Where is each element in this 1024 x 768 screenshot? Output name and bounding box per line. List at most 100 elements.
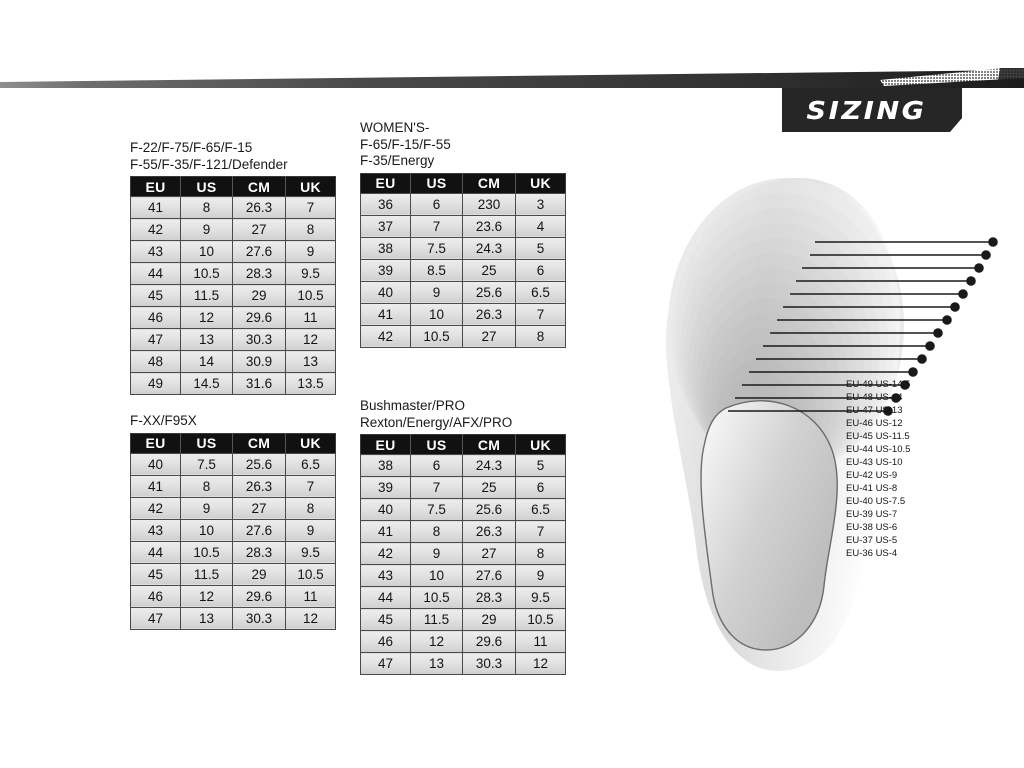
cell-uk: 9.5 bbox=[285, 262, 336, 285]
cell-uk: 5 bbox=[515, 454, 566, 477]
cell-uk: 6.5 bbox=[515, 498, 566, 521]
table-row: 41 8 26.3 7 bbox=[130, 196, 336, 219]
cell-eu: 45 bbox=[130, 284, 181, 307]
cell-eu: 42 bbox=[360, 324, 411, 348]
table-row: 43 10 27.6 9 bbox=[130, 240, 336, 263]
cell-uk: 12 bbox=[285, 606, 336, 630]
table-row: 41 8 26.3 7 bbox=[130, 474, 336, 498]
cell-cm: 29.6 bbox=[232, 584, 286, 608]
table-row: 38 7.5 24.3 5 bbox=[360, 236, 566, 260]
cell-uk: 11 bbox=[515, 630, 566, 653]
insole-diagram: EU-49 US-14.5 EU-48 US-14 EU-47 US-13 EU… bbox=[600, 150, 1024, 690]
cell-us: 9 bbox=[180, 496, 233, 520]
cell-eu: 42 bbox=[130, 496, 181, 520]
cell-uk: 7 bbox=[515, 520, 566, 543]
cell-us: 14.5 bbox=[180, 372, 233, 395]
table-body-bushmaster: 38 6 24.3 5 39 7 25 6 40 7.5 25.6 6.5 41 8 26.3 7 42 9 27 8… bbox=[360, 454, 566, 675]
sizing-banner-label: SIZING bbox=[806, 95, 927, 125]
table-row: 46 12 29.6 11 bbox=[360, 630, 566, 653]
cell-uk: 8 bbox=[515, 324, 566, 348]
cell-cm: 26.3 bbox=[462, 520, 516, 543]
table-title-fxx: F-XX/F95X bbox=[130, 413, 197, 428]
cell-us: 10 bbox=[180, 518, 233, 542]
cell-cm: 25 bbox=[462, 476, 516, 499]
cell-us: 7 bbox=[410, 476, 463, 499]
cell-uk: 10.5 bbox=[285, 562, 336, 586]
table-row: 36 6 230 3 bbox=[360, 192, 566, 216]
cell-eu: 46 bbox=[360, 630, 411, 653]
cell-us: 10 bbox=[410, 302, 463, 326]
size-label-eu-47: EU-47 US-13 bbox=[846, 405, 903, 416]
cell-cm: 30.3 bbox=[232, 328, 286, 351]
cell-uk: 13.5 bbox=[285, 372, 336, 395]
table-row: 39 8.5 25 6 bbox=[360, 258, 566, 282]
cell-us: 8.5 bbox=[410, 258, 463, 282]
cell-cm: 27.6 bbox=[462, 564, 516, 587]
cell-eu: 40 bbox=[360, 498, 411, 521]
size-table-block-fxx: F-XX/F95X EU US CM UK 40 7.5 25.6 6.5 41 8 26.… bbox=[130, 413, 336, 630]
cell-uk: 9 bbox=[285, 518, 336, 542]
size-table-f22: EU US CM UK 41 8 26.3 7 42 9 27 8 43 10 27.6 9 44 10.… bbox=[130, 176, 336, 395]
cell-us: 6 bbox=[410, 454, 463, 477]
size-label-eu-46: EU-46 US-12 bbox=[846, 418, 903, 429]
table-row: 49 14.5 31.6 13.5 bbox=[130, 372, 336, 395]
cell-eu: 41 bbox=[360, 302, 411, 326]
size-table-bushmaster: EU US CM UK 38 6 24.3 5 39 7 25 6 40 7.5 25.6 6.5 41… bbox=[360, 434, 566, 675]
cell-eu: 43 bbox=[130, 240, 181, 263]
column-header-eu: EU bbox=[130, 176, 181, 197]
size-label-eu-39: EU-39 US-7 bbox=[846, 509, 898, 520]
size-table-fxx: EU US CM UK 40 7.5 25.6 6.5 41 8 26.3 7 42 9 27 8 43… bbox=[130, 432, 336, 630]
cell-eu: 43 bbox=[130, 518, 181, 542]
cell-eu: 44 bbox=[130, 262, 181, 285]
table-row: 47 13 30.3 12 bbox=[130, 606, 336, 630]
sizing-banner-shape bbox=[782, 88, 962, 132]
table-row: 40 7.5 25.6 6.5 bbox=[360, 498, 566, 521]
table-row: 43 10 27.6 9 bbox=[360, 564, 566, 587]
cell-cm: 24.3 bbox=[462, 236, 516, 260]
cell-eu: 39 bbox=[360, 476, 411, 499]
table-body-fxx: 40 7.5 25.6 6.5 41 8 26.3 7 42 9 27 8 43 10 27.6 9 44 10.… bbox=[130, 452, 336, 630]
cell-uk: 9 bbox=[285, 240, 336, 263]
column-header-eu: EU bbox=[360, 434, 411, 455]
cell-uk: 11 bbox=[285, 306, 336, 329]
cell-uk: 8 bbox=[285, 218, 336, 241]
cell-cm: 25.6 bbox=[462, 498, 516, 521]
cell-eu: 49 bbox=[130, 372, 181, 395]
cell-uk: 9.5 bbox=[515, 586, 566, 609]
column-header-us: US bbox=[180, 176, 233, 197]
table-title-bushmaster: Bushmaster/PRO Rexton/Energy/AFX/PRO bbox=[360, 398, 513, 430]
column-header-uk: UK bbox=[515, 434, 566, 455]
cell-uk: 6 bbox=[515, 258, 566, 282]
cell-cm: 28.3 bbox=[232, 262, 286, 285]
cell-cm: 27 bbox=[232, 218, 286, 241]
table-title-womens: WOMEN'S- F-65/F-15/F-55 F-35/Energy bbox=[360, 120, 451, 168]
column-header-us: US bbox=[410, 434, 463, 455]
header-bar bbox=[0, 68, 1024, 104]
cell-eu: 36 bbox=[360, 192, 411, 216]
sizing-banner: SIZING bbox=[782, 88, 962, 132]
cell-cm: 30.3 bbox=[462, 652, 516, 675]
cell-eu: 38 bbox=[360, 236, 411, 260]
size-label-eu-36: EU-36 US-4 bbox=[846, 548, 898, 559]
cell-eu: 47 bbox=[130, 606, 181, 630]
cell-eu: 38 bbox=[360, 454, 411, 477]
cell-uk: 11 bbox=[285, 584, 336, 608]
cell-eu: 39 bbox=[360, 258, 411, 282]
cell-us: 12 bbox=[180, 584, 233, 608]
cell-us: 7.5 bbox=[410, 498, 463, 521]
cell-uk: 7 bbox=[285, 474, 336, 498]
cell-eu: 44 bbox=[130, 540, 181, 564]
cell-us: 10 bbox=[180, 240, 233, 263]
size-leader-lines bbox=[728, 237, 998, 416]
size-table-womens: EU US CM UK 36 6 230 3 37 7 23.6 4 38 7.5 24.3 5 39 8… bbox=[360, 172, 566, 348]
cell-uk: 6.5 bbox=[285, 452, 336, 476]
cell-cm: 29 bbox=[462, 608, 516, 631]
cell-us: 10.5 bbox=[180, 540, 233, 564]
cell-cm: 27 bbox=[232, 496, 286, 520]
cell-us: 13 bbox=[180, 606, 233, 630]
size-label-eu-42: EU-42 US-9 bbox=[846, 470, 898, 481]
table-row: 42 9 27 8 bbox=[130, 496, 336, 520]
table-row: 48 14 30.9 13 bbox=[130, 350, 336, 373]
size-table-block-womens: WOMEN'S- F-65/F-15/F-55 F-35/Energy EU U… bbox=[360, 120, 566, 348]
header-bar-graphic bbox=[0, 68, 1024, 88]
